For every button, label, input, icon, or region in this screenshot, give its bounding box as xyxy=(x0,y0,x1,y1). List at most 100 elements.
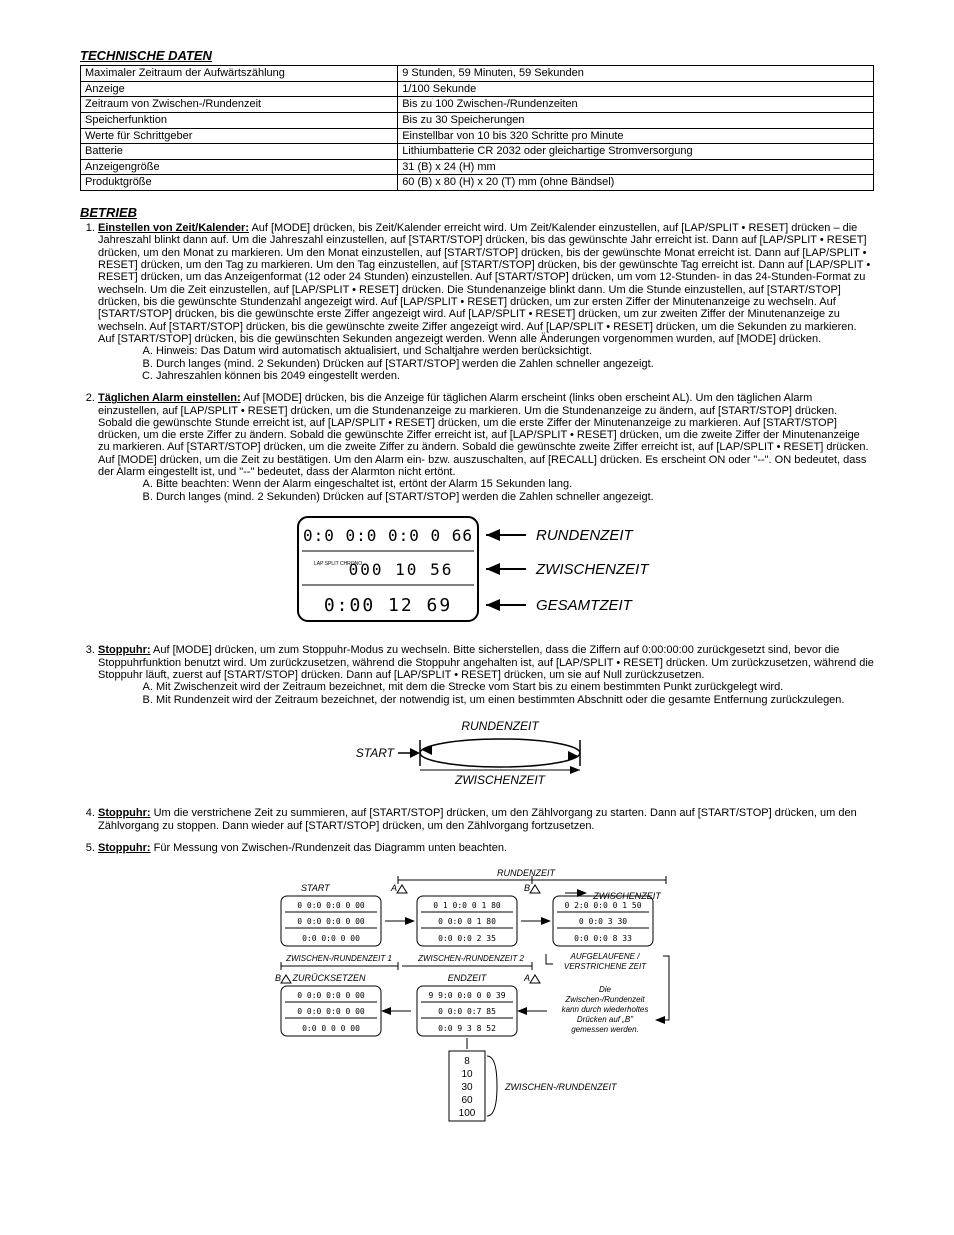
svg-text:B: B xyxy=(524,883,530,893)
svg-text:0 2:0 0:0 0 1 50: 0 2:0 0:0 0 1 50 xyxy=(564,901,641,910)
table-row: Anzeige1/100 Sekunde xyxy=(81,81,874,97)
spec-label: Werte für Schrittgeber xyxy=(81,128,398,144)
item-1-sublist: Hinweis: Das Datum wird automatisch aktu… xyxy=(98,345,874,382)
table-row: Werte für SchrittgeberEinstellbar von 10… xyxy=(81,128,874,144)
item-2-body: Auf [MODE] drücken, bis die Anzeige für … xyxy=(98,392,869,478)
sub-item: Mit Rundenzeit wird der Zeitraum bezeich… xyxy=(156,694,874,706)
item-3-sublist: Mit Zwischenzeit wird der Zeitraum bezei… xyxy=(98,681,874,706)
sub-item: Hinweis: Das Datum wird automatisch aktu… xyxy=(156,345,874,357)
tech-data-heading: TECHNISCHE DATEN xyxy=(80,48,874,63)
list-item-4: Stoppuhr: Um die verstrichene Zeit zu su… xyxy=(98,807,874,832)
spec-label: Speicherfunktion xyxy=(81,112,398,128)
table-row: Maximaler Zeitraum der Aufwärtszählung9 … xyxy=(81,66,874,82)
spec-label: Produktgröße xyxy=(81,175,398,191)
svg-text:VERSTRICHENE ZEIT: VERSTRICHENE ZEIT xyxy=(564,962,647,971)
svg-text:Zwischen-/Rundenzeit: Zwischen-/Rundenzeit xyxy=(564,995,645,1004)
svg-text:A: A xyxy=(390,883,397,893)
sub-item: Jahreszahlen können bis 2049 eingestellt… xyxy=(156,370,874,382)
sub-item: Mit Zwischenzeit wird der Zeitraum bezei… xyxy=(156,681,874,693)
svg-text:100: 100 xyxy=(459,1108,476,1119)
item-1-title: Einstellen von Zeit/Kalender: xyxy=(98,222,249,234)
svg-text:0:0 0 0 0 00: 0:0 0 0 0 00 xyxy=(302,1024,360,1033)
spec-value: Bis zu 30 Speicherungen xyxy=(398,112,874,128)
svg-text:Die: Die xyxy=(599,985,612,994)
document-page: TECHNISCHE DATEN Maximaler Zeitraum der … xyxy=(0,0,954,1225)
svg-text:8: 8 xyxy=(464,1056,470,1067)
svg-text:ZWISCHEN-/RUNDENZEIT 2: ZWISCHEN-/RUNDENZEIT 2 xyxy=(417,954,524,963)
spec-value: 31 (B) x 24 (H) mm xyxy=(398,159,874,175)
svg-text:ZURÜCKSETZEN: ZURÜCKSETZEN xyxy=(291,973,366,983)
svg-text:0 1 0:0 0 1 80: 0 1 0:0 0 1 80 xyxy=(433,901,501,910)
spec-value: Bis zu 100 Zwischen-/Rundenzeiten xyxy=(398,97,874,113)
svg-text:000 10 56: 000 10 56 xyxy=(349,560,454,579)
svg-text:0:00 12 69: 0:00 12 69 xyxy=(324,595,452,616)
figure-display: 0:0 0:0 0:0 0 66 LAP SPLIT CHRONO 000 10… xyxy=(98,515,874,628)
svg-text:0 0:0 3 30: 0 0:0 3 30 xyxy=(579,917,627,926)
svg-text:0:0 9 3 8 52: 0:0 9 3 8 52 xyxy=(438,1024,496,1033)
svg-text:Drücken auf „B": Drücken auf „B" xyxy=(577,1015,634,1024)
spec-value: 9 Stunden, 59 Minuten, 59 Sekunden xyxy=(398,66,874,82)
spec-value: Einstellbar von 10 bis 320 Schritte pro … xyxy=(398,128,874,144)
item-4-body: Um die verstrichene Zeit zu summieren, a… xyxy=(98,807,857,831)
list-item-5: Stoppuhr: Für Messung von Zwischen-/Rund… xyxy=(98,842,874,1150)
table-row: Anzeigengröße31 (B) x 24 (H) mm xyxy=(81,159,874,175)
svg-text:ENDZEIT: ENDZEIT xyxy=(448,973,488,983)
svg-text:0 0:0 0:0 0 00: 0 0:0 0:0 0 00 xyxy=(297,1007,365,1016)
svg-text:0:0 0:0 8 33: 0:0 0:0 8 33 xyxy=(574,934,632,943)
spec-table: Maximaler Zeitraum der Aufwärtszählung9 … xyxy=(80,65,874,191)
item-3-title: Stoppuhr: xyxy=(98,644,151,656)
svg-text:30: 30 xyxy=(461,1082,473,1093)
item-3-body: Auf [MODE] drücken, um zum Stoppuhr-Modu… xyxy=(98,644,874,681)
list-item-1: Einstellen von Zeit/Kalender: Auf [MODE]… xyxy=(98,222,874,382)
svg-text:ZWISCHENZEIT: ZWISCHENZEIT xyxy=(535,561,650,578)
svg-text:kann durch wiederholtes: kann durch wiederholtes xyxy=(562,1005,649,1014)
svg-text:ZWISCHEN-/RUNDENZEIT 1: ZWISCHEN-/RUNDENZEIT 1 xyxy=(285,954,392,963)
svg-text:RUNDENZEIT: RUNDENZEIT xyxy=(461,719,540,733)
item-2-title: Täglichen Alarm einstellen: xyxy=(98,392,241,404)
svg-text:0 0:0 0:0 0 00: 0 0:0 0:0 0 00 xyxy=(297,991,365,1000)
list-item-3: Stoppuhr: Auf [MODE] drücken, um zum Sto… xyxy=(98,644,874,791)
svg-text:RUNDENZEIT: RUNDENZEIT xyxy=(497,868,557,878)
svg-text:B: B xyxy=(275,973,281,983)
svg-text:RUNDENZEIT: RUNDENZEIT xyxy=(536,527,635,544)
svg-text:A: A xyxy=(523,973,530,983)
spec-value: 1/100 Sekunde xyxy=(398,81,874,97)
item-5-body: Für Messung von Zwischen-/Rundenzeit das… xyxy=(154,842,507,854)
item-2-sublist: Bitte beachten: Wenn der Alarm eingescha… xyxy=(98,478,874,503)
spec-value: Lithiumbatterie CR 2032 oder gleichartig… xyxy=(398,144,874,160)
spec-label: Anzeige xyxy=(81,81,398,97)
table-row: Zeitraum von Zwischen-/RundenzeitBis zu … xyxy=(81,97,874,113)
sub-item: Bitte beachten: Wenn der Alarm eingescha… xyxy=(156,478,874,490)
figure-start-oval: RUNDENZEIT ZWISCHENZEIT START xyxy=(98,718,874,791)
svg-text:ZWISCHENZEIT: ZWISCHENZEIT xyxy=(454,773,547,787)
table-row: BatterieLithiumbatterie CR 2032 oder gle… xyxy=(81,144,874,160)
spec-value: 60 (B) x 80 (H) x 20 (T) mm (ohne Bändse… xyxy=(398,175,874,191)
svg-text:10: 10 xyxy=(461,1069,473,1080)
svg-text:0 0:0 0:0 0 00: 0 0:0 0:0 0 00 xyxy=(297,901,365,910)
instruction-list: Einstellen von Zeit/Kalender: Auf [MODE]… xyxy=(80,222,874,1149)
svg-text:0:0 0:0 0:0 0 66: 0:0 0:0 0:0 0 66 xyxy=(303,526,473,545)
svg-text:START: START xyxy=(301,883,331,893)
svg-text:GESAMTZEIT: GESAMTZEIT xyxy=(536,597,634,614)
betrieb-heading: BETRIEB xyxy=(80,205,874,220)
svg-text:0 0:0 0:7 85: 0 0:0 0:7 85 xyxy=(438,1007,496,1016)
sub-item: Durch langes (mind. 2 Sekunden) Drücken … xyxy=(156,358,874,370)
item-1-body: Auf [MODE] drücken, bis Zeit/Kalender er… xyxy=(98,222,870,345)
list-item-2: Täglichen Alarm einstellen: Auf [MODE] d… xyxy=(98,392,874,628)
spec-label: Anzeigengröße xyxy=(81,159,398,175)
svg-text:0:0 0:0 2 35: 0:0 0:0 2 35 xyxy=(438,934,496,943)
spec-label: Batterie xyxy=(81,144,398,160)
item-5-title: Stoppuhr: xyxy=(98,842,151,854)
svg-text:gemessen werden.: gemessen werden. xyxy=(571,1025,639,1034)
spec-label: Zeitraum von Zwischen-/Rundenzeit xyxy=(81,97,398,113)
svg-text:9 9:0 0:0 0 0 39: 9 9:0 0:0 0 0 39 xyxy=(428,991,505,1000)
svg-text:0 0:0 0 1 80: 0 0:0 0 1 80 xyxy=(438,917,496,926)
svg-text:0:0 0:0 0 00: 0:0 0:0 0 00 xyxy=(302,934,360,943)
table-row: Produktgröße60 (B) x 80 (H) x 20 (T) mm … xyxy=(81,175,874,191)
svg-text:60: 60 xyxy=(461,1095,473,1106)
svg-text:0 0:0 0:0 0 00: 0 0:0 0:0 0 00 xyxy=(297,917,365,926)
figure-flow-diagram: RUNDENZEIT START A B ZWISCHENZEIT xyxy=(98,866,874,1149)
item-4-title: Stoppuhr: xyxy=(98,807,151,819)
spec-label: Maximaler Zeitraum der Aufwärtszählung xyxy=(81,66,398,82)
svg-text:START: START xyxy=(356,746,396,760)
